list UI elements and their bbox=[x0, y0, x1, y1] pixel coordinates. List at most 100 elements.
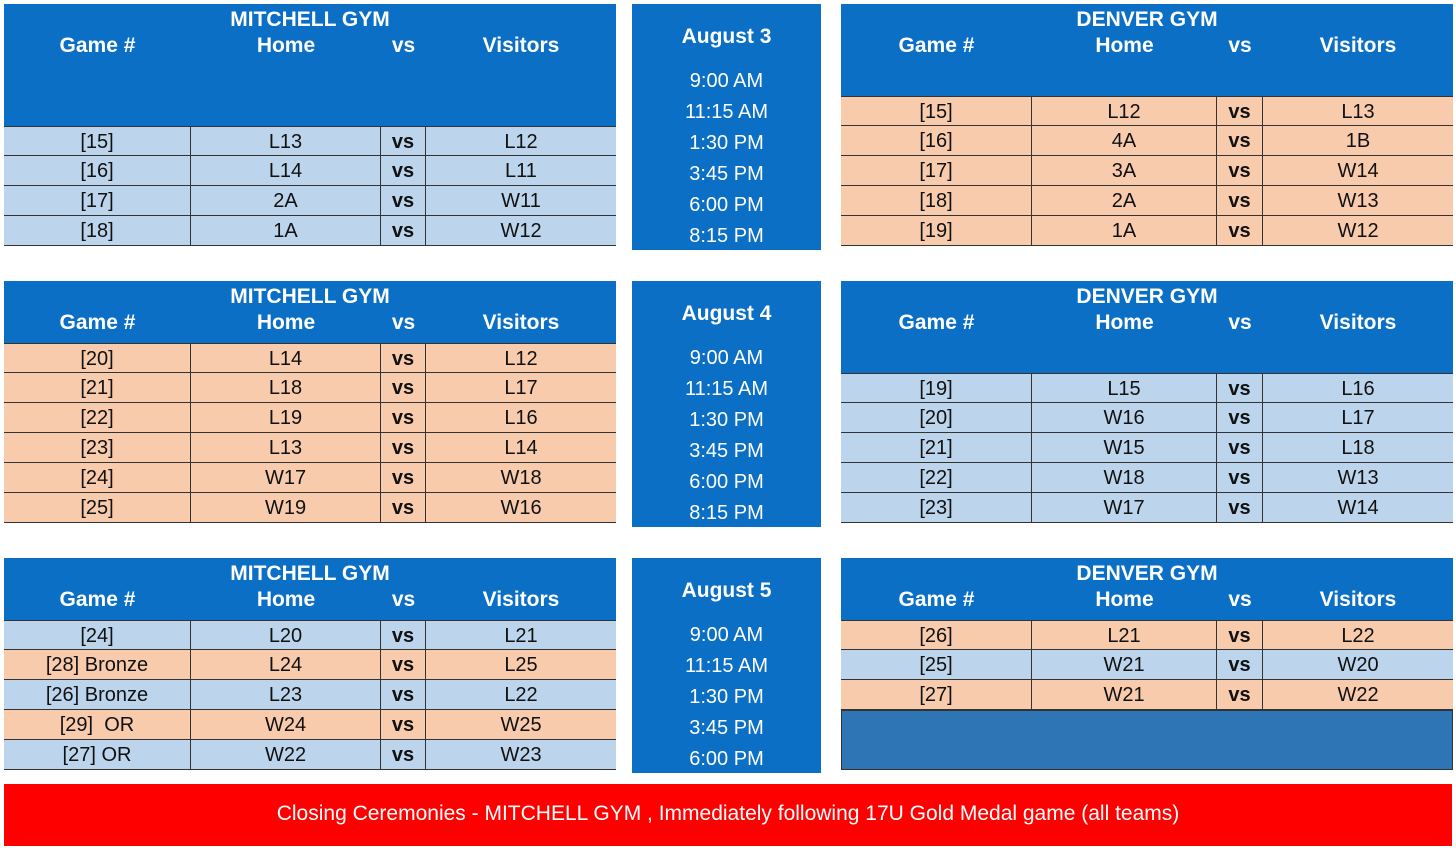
visitor-cell: L17 bbox=[1341, 407, 1375, 429]
vs-cell: vs bbox=[1217, 374, 1263, 402]
home-cell: L14 bbox=[191, 156, 381, 185]
home-cell: L23 bbox=[191, 680, 381, 709]
home-cell: 1A bbox=[1032, 216, 1217, 245]
gym-title: DENVER GYM bbox=[1076, 8, 1218, 31]
gym-title: DENVER GYM bbox=[1076, 562, 1218, 585]
home-cell: L15 bbox=[1032, 374, 1217, 402]
table-row: [18] 2A vs W13 bbox=[841, 186, 1453, 216]
table-row: [17] 3A vs W14 bbox=[841, 156, 1453, 186]
home-cell: W18 bbox=[1032, 463, 1217, 492]
game-cell: [25] bbox=[4, 493, 191, 522]
visitor-cell: L21 bbox=[504, 625, 538, 647]
vs-cell: vs bbox=[381, 650, 426, 679]
home-cell: W19 bbox=[191, 493, 381, 522]
home-cell: W16 bbox=[1032, 403, 1217, 432]
header-vs: vs bbox=[391, 34, 416, 57]
game-cell: [23] bbox=[4, 433, 191, 462]
header-visitors: Visitors bbox=[1319, 34, 1397, 57]
table-row: [27] W21 vs W22 bbox=[841, 680, 1453, 710]
game-cell: [25] bbox=[841, 650, 1032, 679]
vs-cell: vs bbox=[381, 403, 426, 432]
denver-gym-header: DENVER GYM Game # Home vs Visitors bbox=[841, 281, 1453, 373]
vs-cell: vs bbox=[1217, 650, 1263, 679]
game-cell: [27] OR bbox=[4, 740, 191, 769]
denver-gym-aug5: DENVER GYM Game # Home vs Visitors [26] … bbox=[841, 558, 1453, 770]
date-label: August 3 bbox=[681, 25, 772, 48]
home-cell: L19 bbox=[191, 403, 381, 432]
header-vs: vs bbox=[391, 311, 416, 334]
vs-cell: vs bbox=[1217, 403, 1263, 432]
visitor-cell: 1B bbox=[1345, 130, 1371, 152]
game-cell: [22] bbox=[841, 463, 1032, 492]
header-vs: vs bbox=[1228, 34, 1252, 57]
visitor-cell: W18 bbox=[500, 467, 542, 489]
vs-cell: vs bbox=[1217, 126, 1263, 155]
closing-ceremonies-banner: Closing Ceremonies - MITCHELL GYM , Imme… bbox=[4, 784, 1452, 846]
visitor-cell: W13 bbox=[1337, 467, 1379, 489]
column-headers: Game # Home vs Visitors bbox=[4, 586, 616, 616]
table-row: [24] L20 vs L21 bbox=[4, 620, 616, 650]
header-game: Game # bbox=[59, 588, 136, 611]
table-row: [23] L13 vs L14 bbox=[4, 433, 616, 463]
vs-cell: vs bbox=[381, 373, 426, 402]
table-row: [16] 4A vs 1B bbox=[841, 126, 1453, 156]
mitchell-gym-header: MITCHELL GYM Game # Home vs Visitors bbox=[4, 558, 616, 620]
time-slot: 9:00 AM bbox=[689, 347, 764, 369]
vs-cell: vs bbox=[381, 433, 426, 462]
vs-cell: vs bbox=[381, 621, 426, 649]
visitor-cell: L18 bbox=[1341, 437, 1375, 459]
game-cell: [22] bbox=[4, 403, 191, 432]
mitchell-gym-aug5: MITCHELL GYM Game # Home vs Visitors [24… bbox=[4, 558, 616, 770]
visitor-cell: W11 bbox=[501, 190, 541, 212]
header-visitors: Visitors bbox=[482, 588, 560, 611]
table-row: [26] L21 vs L22 bbox=[841, 620, 1453, 650]
table-row: [22] W18 vs W13 bbox=[841, 463, 1453, 493]
vs-cell: vs bbox=[381, 493, 426, 522]
game-cell: [23] bbox=[841, 493, 1032, 522]
game-cell: [28] Bronze bbox=[4, 650, 191, 679]
gym-title: MITCHELL GYM bbox=[230, 562, 390, 585]
denver-gym-aug3: DENVER GYM Game # Home vs Visitors [15] … bbox=[841, 4, 1453, 246]
time-slot: 3:45 PM bbox=[689, 440, 764, 462]
home-cell: L12 bbox=[1032, 97, 1217, 125]
header-game: Game # bbox=[898, 588, 975, 611]
home-cell: W17 bbox=[191, 463, 381, 492]
time-column-aug4: August 4 9:00 AM 11:15 AM 1:30 PM 3:45 P… bbox=[632, 281, 821, 527]
table-row: [25] W19 vs W16 bbox=[4, 493, 616, 523]
vs-cell: vs bbox=[1217, 97, 1263, 125]
home-cell: L21 bbox=[1032, 621, 1217, 649]
visitor-cell: L14 bbox=[504, 437, 538, 459]
table-row: [27] OR W22 vs W23 bbox=[4, 740, 616, 770]
vs-cell: vs bbox=[1217, 621, 1263, 649]
column-headers: Game # Home vs Visitors bbox=[841, 32, 1453, 62]
visitor-cell: W12 bbox=[1337, 220, 1379, 242]
home-cell: W21 bbox=[1032, 650, 1217, 679]
game-cell: [27] bbox=[841, 680, 1032, 709]
header-home: Home bbox=[1095, 34, 1154, 57]
table-row: [15] L13 vs L12 bbox=[4, 126, 616, 156]
vs-cell: vs bbox=[381, 216, 426, 245]
mitchell-gym-header: MITCHELL GYM Game # Home vs Visitors bbox=[4, 281, 616, 343]
game-cell: [29] OR bbox=[4, 710, 191, 739]
mitchell-gym-aug4: MITCHELL GYM Game # Home vs Visitors [20… bbox=[4, 281, 616, 523]
vs-cell: vs bbox=[1217, 680, 1263, 709]
home-cell: L13 bbox=[191, 433, 381, 462]
home-cell: L20 bbox=[191, 621, 381, 649]
header-visitors: Visitors bbox=[1319, 311, 1397, 334]
time-slot: 6:00 PM bbox=[689, 471, 764, 493]
table-row: [17] 2A vs W11 bbox=[4, 186, 616, 216]
home-cell: 2A bbox=[191, 186, 381, 215]
home-cell: W17 bbox=[1032, 493, 1217, 522]
time-slot: 11:15 AM bbox=[684, 655, 769, 677]
visitor-cell: L25 bbox=[504, 654, 538, 676]
header-home: Home bbox=[1095, 311, 1154, 334]
vs-cell: vs bbox=[1217, 463, 1263, 492]
visitor-cell: W20 bbox=[1337, 654, 1379, 676]
game-cell: [19] bbox=[841, 216, 1032, 245]
game-cell: [26] bbox=[841, 621, 1032, 649]
home-cell: 1A bbox=[191, 216, 381, 245]
vs-cell: vs bbox=[1217, 493, 1263, 522]
denver-gym-header: DENVER GYM Game # Home vs Visitors bbox=[841, 558, 1453, 620]
vs-cell: vs bbox=[381, 680, 426, 709]
gym-title: DENVER GYM bbox=[1076, 285, 1218, 308]
